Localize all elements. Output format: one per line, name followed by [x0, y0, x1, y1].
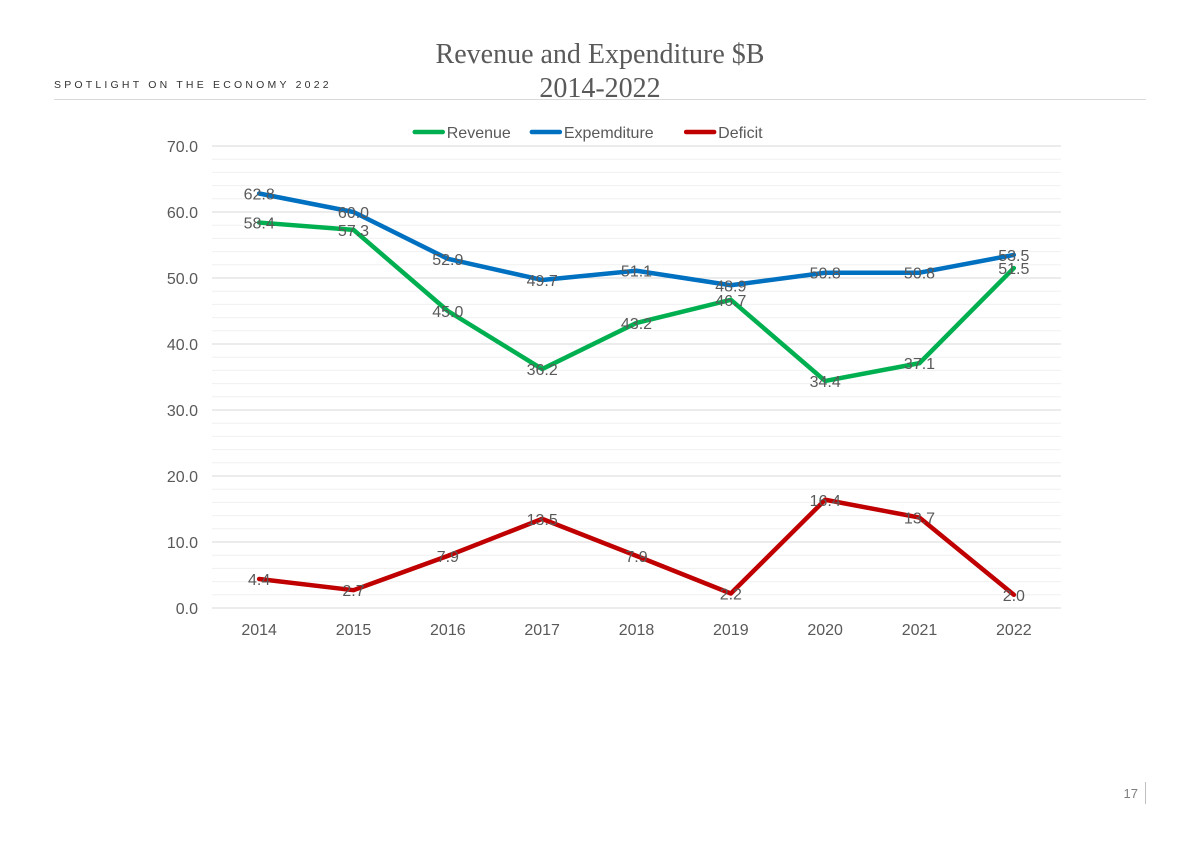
- y-tick-label: 60.0: [167, 205, 198, 222]
- data-label-revenue: 36.2: [527, 362, 558, 379]
- x-tick-label: 2014: [241, 622, 277, 639]
- data-label-deficit: 7.9: [625, 549, 647, 566]
- data-label-expemditure: 48.9: [715, 278, 746, 295]
- x-tick-label: 2016: [430, 622, 466, 639]
- legend-label: Revenue: [447, 125, 511, 142]
- page-number-divider: [1145, 782, 1146, 804]
- data-label-expemditure: 49.7: [527, 273, 558, 290]
- data-label-expemditure: 52.9: [432, 252, 463, 269]
- report-kicker: SPOTLIGHT ON THE ECONOMY 2022: [54, 79, 332, 91]
- data-label-revenue: 37.1: [904, 356, 935, 373]
- x-tick-label: 2021: [902, 622, 938, 639]
- y-tick-label: 30.0: [167, 403, 198, 420]
- y-tick-label: 0.0: [176, 601, 198, 618]
- legend-label: Expemditure: [564, 125, 654, 142]
- y-tick-label: 50.0: [167, 271, 198, 288]
- series-line-expemditure: [256, 191, 1017, 288]
- data-label-expemditure: 50.8: [810, 266, 841, 283]
- x-tick-label: 2020: [807, 622, 843, 639]
- legend-label: Deficit: [718, 125, 763, 142]
- chart-title-line-1: Revenue and Expenditure $B: [435, 39, 765, 70]
- x-tick-label: 2022: [996, 622, 1032, 639]
- data-label-deficit: 13.5: [527, 512, 558, 529]
- data-label-revenue: 51.5: [998, 261, 1029, 278]
- chart-title: Revenue and Expenditure $B 2014-2022: [0, 38, 1200, 106]
- data-label-deficit: 4.4: [248, 572, 270, 589]
- series-line-revenue: [256, 220, 1017, 384]
- x-tick-label: 2019: [713, 622, 749, 639]
- data-label-deficit: 2.0: [1003, 588, 1025, 605]
- chart-title-line-2: 2014-2022: [539, 73, 661, 104]
- data-label-deficit: 7.9: [437, 549, 459, 566]
- data-label-expemditure: 62.8: [244, 187, 275, 204]
- data-label-revenue: 46.7: [715, 293, 746, 310]
- header-divider: [54, 99, 1146, 100]
- data-label-expemditure: 53.5: [998, 248, 1029, 265]
- data-label-revenue: 34.4: [810, 374, 841, 391]
- y-tick-label: 70.0: [167, 139, 198, 156]
- y-tick-label: 40.0: [167, 337, 198, 354]
- data-label-revenue: 45.0: [432, 304, 463, 321]
- x-tick-label: 2015: [336, 622, 372, 639]
- series-line-deficit: [256, 497, 1017, 598]
- page-number: 17: [1123, 786, 1138, 801]
- data-label-revenue: 57.3: [338, 223, 369, 240]
- data-label-deficit: 16.4: [810, 493, 841, 510]
- data-label-deficit: 2.2: [720, 586, 742, 603]
- data-label-expemditure: 50.8: [904, 266, 935, 283]
- data-label-expemditure: 60.0: [338, 205, 369, 222]
- x-tick-label: 2018: [619, 622, 655, 639]
- data-label-revenue: 43.2: [621, 316, 652, 333]
- y-tick-label: 20.0: [167, 469, 198, 486]
- x-tick-label: 2017: [524, 622, 560, 639]
- data-label-revenue: 58.4: [244, 216, 275, 233]
- data-label-deficit: 13.7: [904, 511, 935, 528]
- data-label-expemditure: 51.1: [621, 264, 652, 281]
- data-label-deficit: 2.7: [342, 583, 364, 600]
- y-tick-label: 10.0: [167, 535, 198, 552]
